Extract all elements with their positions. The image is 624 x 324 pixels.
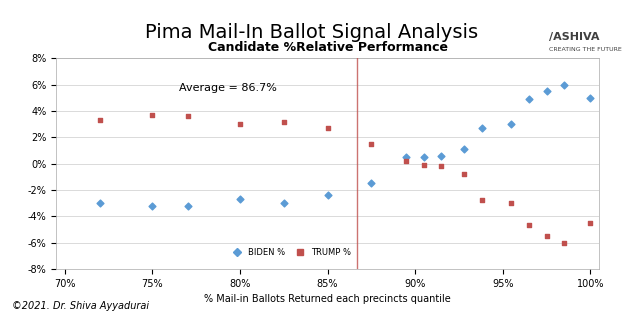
- Text: /ASHIVA: /ASHIVA: [549, 32, 600, 42]
- Point: [147, 203, 157, 208]
- Point: [419, 162, 429, 168]
- Point: [323, 125, 333, 131]
- Point: [524, 97, 534, 102]
- Point: [419, 155, 429, 160]
- Legend: BIDEN %, TRUMP %: BIDEN %, TRUMP %: [225, 245, 354, 260]
- Text: Average = 86.7%: Average = 86.7%: [178, 83, 276, 93]
- Title: Candidate %Relative Performance: Candidate %Relative Performance: [208, 41, 447, 54]
- Point: [459, 172, 469, 177]
- Point: [436, 164, 446, 169]
- Point: [182, 203, 192, 208]
- Point: [366, 141, 376, 146]
- Point: [524, 223, 534, 228]
- Point: [559, 240, 569, 245]
- Point: [507, 201, 517, 206]
- Point: [366, 181, 376, 186]
- Point: [95, 201, 105, 206]
- Point: [542, 233, 552, 238]
- Point: [235, 197, 245, 202]
- Point: [507, 122, 517, 127]
- Point: [477, 198, 487, 203]
- X-axis label: % Mail-in Ballots Returned each precincts quantile: % Mail-in Ballots Returned each precinct…: [204, 294, 451, 304]
- Point: [477, 125, 487, 131]
- Point: [585, 95, 595, 100]
- Text: ©2021. Dr. Shiva Ayyadurai: ©2021. Dr. Shiva Ayyadurai: [12, 301, 150, 311]
- Point: [323, 192, 333, 198]
- Point: [401, 155, 411, 160]
- Point: [459, 146, 469, 152]
- Text: CREATING THE FUTURE: CREATING THE FUTURE: [549, 47, 622, 52]
- Point: [559, 82, 569, 87]
- Point: [279, 119, 289, 124]
- Text: Pima Mail-In Ballot Signal Analysis: Pima Mail-In Ballot Signal Analysis: [145, 23, 479, 42]
- Point: [401, 158, 411, 164]
- Point: [436, 153, 446, 158]
- Point: [542, 89, 552, 94]
- Point: [95, 118, 105, 123]
- Point: [235, 122, 245, 127]
- Point: [585, 220, 595, 226]
- Point: [279, 201, 289, 206]
- Point: [147, 112, 157, 118]
- Point: [182, 114, 192, 119]
